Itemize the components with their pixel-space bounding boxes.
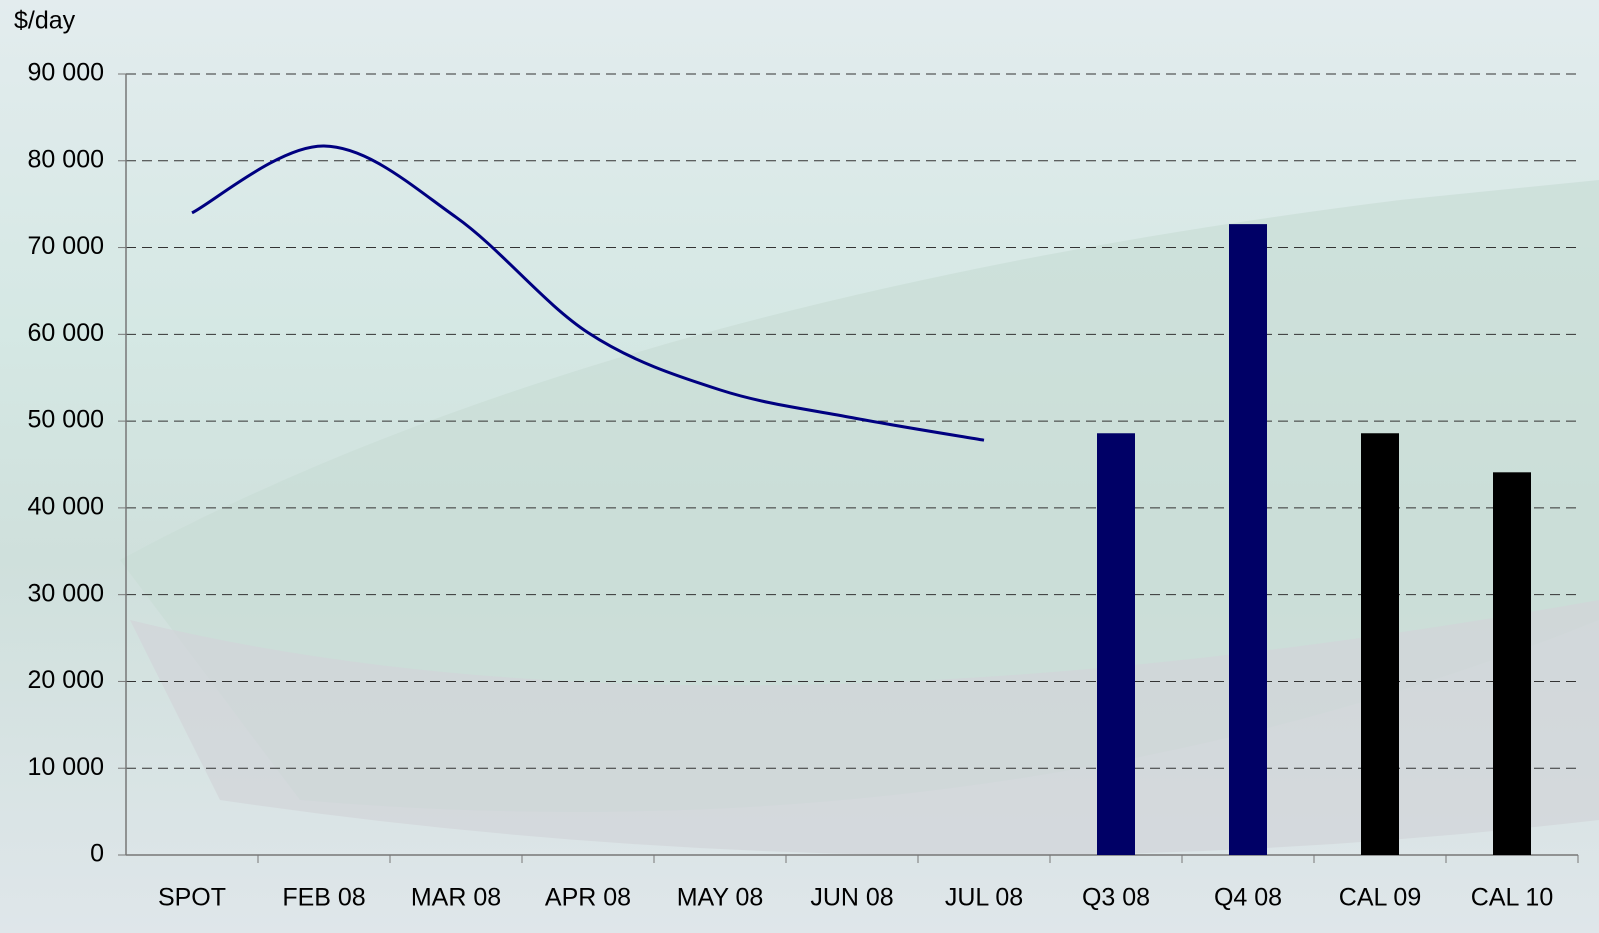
x-tick-label: MAY 08 <box>677 884 764 912</box>
y-tick-label: 70 000 <box>28 232 104 260</box>
x-tick-label: FEB 08 <box>282 884 365 912</box>
x-tick-label: JUN 08 <box>810 884 893 912</box>
x-tick-label: Q3 08 <box>1082 884 1150 912</box>
bar <box>1361 433 1399 855</box>
chart: $/day 0 10 000 20 000 30 000 40 000 50 000 60 … <box>0 0 1599 933</box>
x-tick-label: APR 08 <box>545 884 631 912</box>
x-tick-label: SPOT <box>158 884 226 912</box>
x-tick-label: CAL 09 <box>1339 884 1421 912</box>
x-tick-label: MAR 08 <box>411 884 501 912</box>
x-tick-label: Q4 08 <box>1214 884 1282 912</box>
y-tick-label: 40 000 <box>28 492 104 520</box>
y-tick-label: 80 000 <box>28 145 104 173</box>
y-tick-label: 20 000 <box>28 666 104 694</box>
y-tick-label: 50 000 <box>28 406 104 434</box>
y-tick-label: 10 000 <box>28 753 104 781</box>
x-tick-label: JUL 08 <box>945 884 1023 912</box>
bar <box>1097 433 1135 855</box>
y-tick-label: 60 000 <box>28 319 104 347</box>
y-axis-label: $/day <box>14 7 76 35</box>
y-tick-label: 90 000 <box>28 59 104 87</box>
page: {"chart_data": {"type": "combo", "y_labe… <box>0 0 1599 933</box>
x-tick-label: CAL 10 <box>1471 884 1553 912</box>
bar <box>1229 224 1267 855</box>
bar <box>1493 472 1531 855</box>
y-tick-label: 30 000 <box>28 579 104 607</box>
y-tick-label: 0 <box>90 840 104 868</box>
